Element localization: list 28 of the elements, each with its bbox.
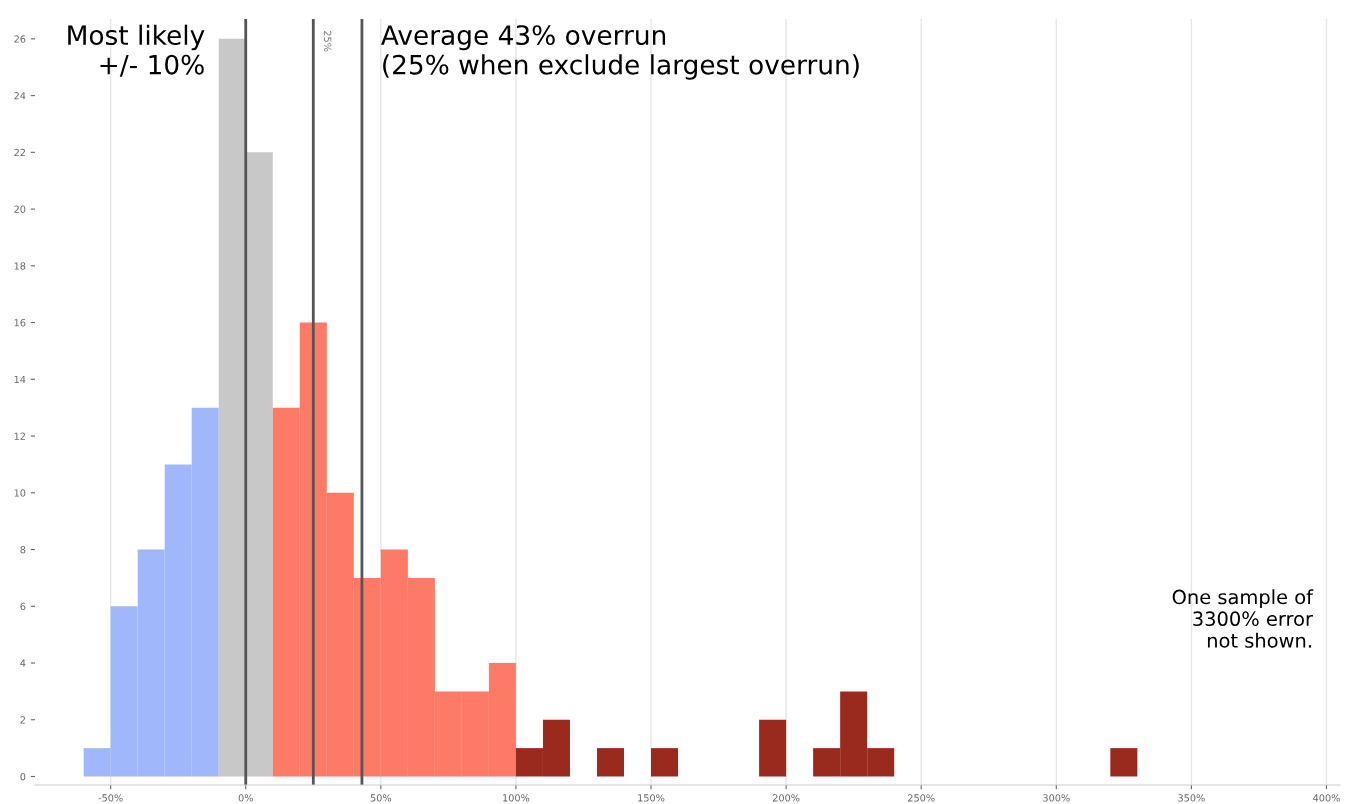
x-tick-label: -50% xyxy=(98,794,123,802)
y-tick-label: 10 xyxy=(14,489,26,497)
y-tick-label: 0 xyxy=(20,772,26,781)
x-tick-label: 350% xyxy=(1178,794,1205,802)
annotation: One sample of 3300% error not shown. xyxy=(1172,589,1314,648)
y-tick-label: 12 xyxy=(14,432,25,440)
y-tick-label: 16 xyxy=(14,319,26,327)
ref-line-label: 25% xyxy=(323,31,332,52)
x-tick-label: 250% xyxy=(908,794,935,802)
ref-line-label: Average 43% overrun (25% when exclude largest overrun) xyxy=(381,25,859,80)
x-tick-label: 100% xyxy=(503,794,530,802)
y-tick-label: 6 xyxy=(20,602,26,611)
y-tick-label: 24 xyxy=(14,92,26,100)
x-tick-label: 400% xyxy=(1313,794,1340,802)
y-tick-label: 4 xyxy=(20,659,26,667)
y-tick-label: 26 xyxy=(14,35,26,43)
y-tick-label: 14 xyxy=(14,375,26,383)
x-tick-label: 300% xyxy=(1043,794,1070,802)
x-tick-label: 0% xyxy=(238,794,253,802)
x-tick-label: 200% xyxy=(772,794,800,802)
y-tick-label: 22 xyxy=(14,148,25,157)
y-tick-label: 8 xyxy=(20,546,26,554)
y-tick-label: 18 xyxy=(14,262,26,270)
annotation: Most likely +/- 10% xyxy=(68,24,205,77)
x-tick-label: 50% xyxy=(370,794,392,802)
y-tick-label: 20 xyxy=(14,205,26,213)
y-tick-label: 2 xyxy=(20,716,25,724)
x-tick-label: 150% xyxy=(638,794,665,802)
